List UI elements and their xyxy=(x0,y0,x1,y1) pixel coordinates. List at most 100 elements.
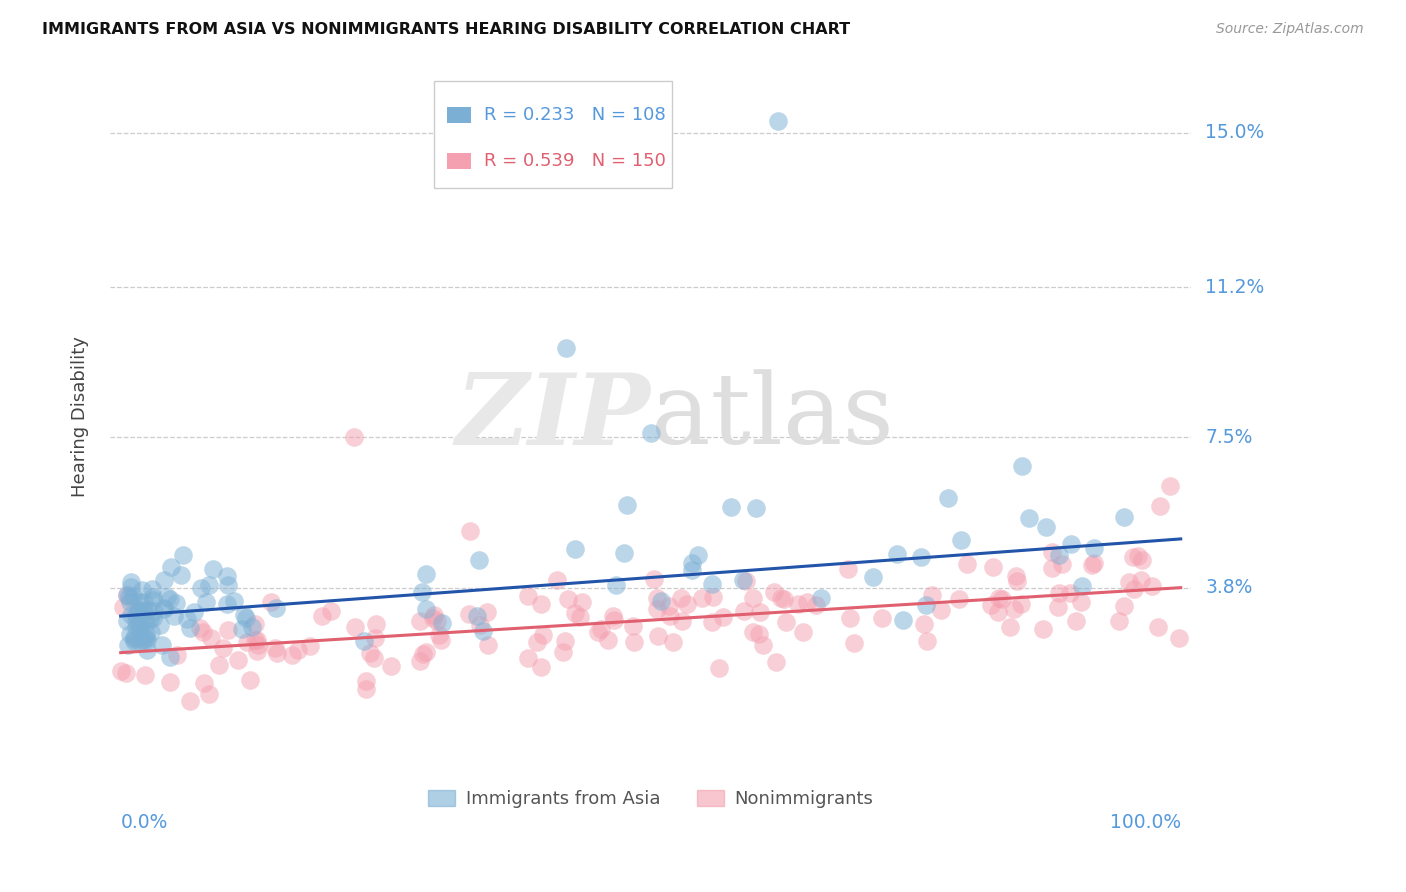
Point xyxy=(120,581,142,595)
Point xyxy=(1059,537,1081,551)
Point xyxy=(645,591,668,606)
Point xyxy=(179,621,201,635)
Point xyxy=(235,611,257,625)
Point xyxy=(465,609,488,624)
Point xyxy=(912,616,935,631)
Text: R = 0.233   N = 108: R = 0.233 N = 108 xyxy=(484,106,666,124)
Point xyxy=(200,631,222,645)
Point xyxy=(115,588,138,602)
Point xyxy=(621,619,644,633)
Point xyxy=(165,596,187,610)
Point xyxy=(127,603,149,617)
Text: Source: ZipAtlas.com: Source: ZipAtlas.com xyxy=(1216,22,1364,37)
Point xyxy=(751,638,773,652)
Point xyxy=(643,572,665,586)
Point xyxy=(202,562,225,576)
Legend: Immigrants from Asia, Nonimmigrants: Immigrants from Asia, Nonimmigrants xyxy=(420,783,880,815)
Point xyxy=(1083,556,1105,570)
Text: ZIP: ZIP xyxy=(456,368,651,466)
Point xyxy=(1147,620,1170,634)
Point xyxy=(1070,579,1092,593)
Point xyxy=(1126,549,1149,563)
Point xyxy=(671,615,693,629)
Point xyxy=(517,651,540,665)
Y-axis label: Hearing Disability: Hearing Disability xyxy=(72,336,89,498)
Point xyxy=(769,591,792,606)
Point xyxy=(430,615,453,630)
Point xyxy=(792,624,814,639)
Point xyxy=(1070,595,1092,609)
Point xyxy=(571,595,593,609)
Point xyxy=(948,591,970,606)
Point xyxy=(741,625,763,640)
Point xyxy=(415,567,437,582)
Point xyxy=(613,546,636,560)
Point xyxy=(554,633,576,648)
Point xyxy=(215,569,238,583)
Point xyxy=(787,597,810,611)
Point xyxy=(1035,520,1057,534)
Bar xyxy=(447,108,471,123)
Point xyxy=(363,651,385,665)
Point xyxy=(773,591,796,606)
Point xyxy=(659,609,682,624)
Point xyxy=(468,553,491,567)
Point xyxy=(343,620,366,634)
Point xyxy=(217,578,239,592)
Point xyxy=(311,609,333,624)
Point xyxy=(711,610,734,624)
Point xyxy=(120,608,142,623)
Point xyxy=(810,591,832,605)
Point xyxy=(980,598,1002,612)
Point xyxy=(1122,550,1144,565)
Text: R = 0.539   N = 150: R = 0.539 N = 150 xyxy=(484,153,666,170)
Point xyxy=(412,647,434,661)
Point xyxy=(247,638,270,652)
Point xyxy=(1108,614,1130,628)
Point xyxy=(1149,500,1171,514)
Point xyxy=(176,612,198,626)
Point xyxy=(1002,602,1025,616)
Point xyxy=(179,694,201,708)
Point xyxy=(408,615,430,629)
Point xyxy=(1159,479,1181,493)
Point xyxy=(142,610,165,624)
Point xyxy=(380,659,402,673)
Point xyxy=(546,574,568,588)
Point xyxy=(623,635,645,649)
Point xyxy=(135,632,157,646)
Point xyxy=(886,547,908,561)
Point xyxy=(709,661,731,675)
Point xyxy=(246,643,269,657)
Point xyxy=(1129,573,1152,587)
Point xyxy=(1122,582,1144,596)
Point xyxy=(602,608,624,623)
Point xyxy=(429,633,451,648)
Point xyxy=(671,591,693,605)
Point xyxy=(152,601,174,615)
Text: 7.5%: 7.5% xyxy=(1205,428,1253,447)
Bar xyxy=(447,153,471,169)
Point xyxy=(422,610,444,624)
Point xyxy=(745,500,768,515)
Point xyxy=(423,607,446,622)
Point xyxy=(1046,600,1069,615)
Point xyxy=(134,632,156,647)
Point xyxy=(415,645,437,659)
Text: 100.0%: 100.0% xyxy=(1109,814,1181,832)
Point xyxy=(243,632,266,647)
Point xyxy=(766,113,789,128)
Point xyxy=(1042,545,1064,559)
Point xyxy=(128,605,150,619)
Point xyxy=(1018,510,1040,524)
Point xyxy=(837,561,859,575)
Point xyxy=(564,542,586,557)
Point xyxy=(353,634,375,648)
Point xyxy=(775,615,797,630)
Point xyxy=(1168,631,1191,645)
Point xyxy=(936,491,959,506)
Point xyxy=(281,648,304,663)
Point xyxy=(266,646,288,660)
Point xyxy=(647,629,669,643)
Point xyxy=(471,624,494,639)
